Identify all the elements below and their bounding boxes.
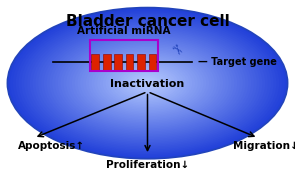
Ellipse shape (136, 77, 159, 89)
Ellipse shape (38, 24, 257, 142)
Text: Proliferation↓: Proliferation↓ (106, 160, 189, 170)
Ellipse shape (91, 53, 204, 113)
Ellipse shape (63, 38, 232, 129)
Ellipse shape (16, 12, 279, 154)
Ellipse shape (47, 29, 248, 138)
Ellipse shape (145, 82, 150, 85)
Ellipse shape (94, 54, 201, 112)
Bar (103, 54, 111, 70)
Bar (149, 54, 156, 70)
Text: Artificial miRNA: Artificial miRNA (77, 26, 171, 36)
Ellipse shape (44, 27, 251, 139)
Ellipse shape (100, 57, 195, 109)
Ellipse shape (108, 62, 187, 104)
Text: Inactivation: Inactivation (110, 79, 185, 89)
Ellipse shape (30, 20, 265, 147)
Ellipse shape (117, 67, 178, 100)
Bar (137, 54, 145, 70)
Ellipse shape (106, 60, 189, 106)
Bar (90, 40, 158, 71)
Ellipse shape (10, 9, 285, 157)
Ellipse shape (97, 56, 198, 110)
Ellipse shape (58, 35, 237, 132)
Ellipse shape (50, 30, 245, 136)
Ellipse shape (75, 44, 220, 122)
Ellipse shape (83, 48, 212, 118)
Ellipse shape (122, 70, 173, 97)
Ellipse shape (24, 17, 271, 150)
Bar (91, 54, 99, 70)
Ellipse shape (114, 65, 181, 101)
Ellipse shape (35, 23, 260, 144)
Ellipse shape (125, 71, 170, 95)
Ellipse shape (89, 51, 206, 115)
Ellipse shape (19, 14, 276, 153)
Text: ✂: ✂ (166, 41, 185, 59)
Bar (126, 54, 133, 70)
Ellipse shape (142, 80, 153, 86)
Bar (114, 54, 122, 70)
Ellipse shape (33, 21, 262, 145)
Ellipse shape (111, 64, 184, 103)
Ellipse shape (139, 79, 156, 88)
Ellipse shape (61, 36, 235, 130)
Ellipse shape (128, 73, 167, 94)
Ellipse shape (69, 41, 226, 125)
Ellipse shape (103, 59, 192, 107)
Ellipse shape (77, 45, 217, 121)
Ellipse shape (72, 42, 223, 124)
Ellipse shape (66, 39, 229, 127)
Ellipse shape (13, 11, 282, 156)
Text: — Target gene: — Target gene (198, 57, 276, 67)
Ellipse shape (119, 68, 176, 98)
Text: Bladder cancer cell: Bladder cancer cell (65, 14, 230, 29)
Ellipse shape (52, 32, 243, 135)
Text: Apoptosis↑: Apoptosis↑ (18, 142, 85, 151)
Text: Migration↓: Migration↓ (233, 142, 295, 151)
Ellipse shape (86, 50, 209, 116)
Ellipse shape (131, 74, 164, 92)
Ellipse shape (80, 47, 215, 119)
Ellipse shape (41, 26, 254, 141)
Ellipse shape (27, 18, 268, 148)
Ellipse shape (7, 8, 288, 159)
Ellipse shape (22, 15, 274, 151)
Ellipse shape (133, 76, 162, 91)
Ellipse shape (55, 33, 240, 133)
